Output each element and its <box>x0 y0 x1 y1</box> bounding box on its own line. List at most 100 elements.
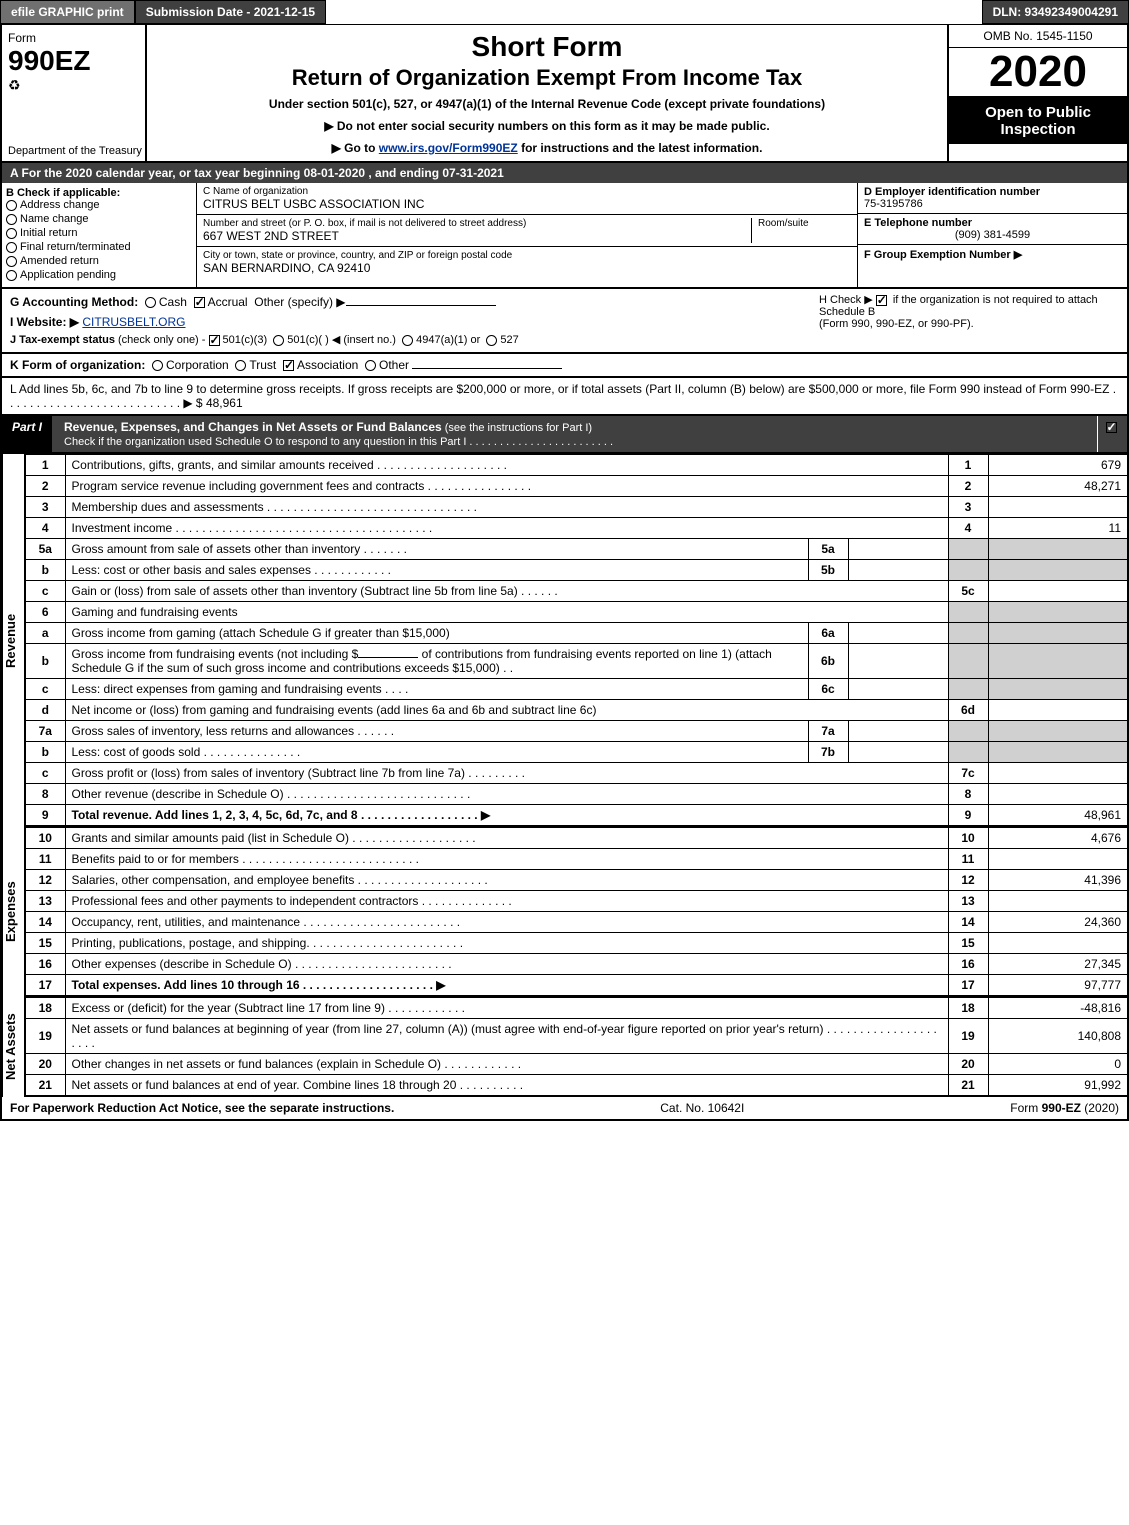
expenses-table: 10Grants and similar amounts paid (list … <box>24 827 1129 997</box>
check-initial-return[interactable]: Initial return <box>6 227 192 239</box>
revenue-table: 1Contributions, gifts, grants, and simil… <box>24 454 1129 827</box>
line-1: 1Contributions, gifts, grants, and simil… <box>25 455 1128 476</box>
row-k: K Form of organization: Corporation Trus… <box>0 354 1129 378</box>
form-word: Form <box>8 31 139 45</box>
h-text1: H Check ▶ <box>819 294 873 306</box>
revenue-side-label: Revenue <box>2 454 22 827</box>
form-number: 990EZ <box>8 45 139 77</box>
line-14: 14Occupancy, rent, utilities, and mainte… <box>25 912 1128 933</box>
g-label: G Accounting Method: <box>10 295 138 309</box>
top-bar: efile GRAPHIC print Submission Date - 20… <box>0 0 1129 25</box>
efile-print-button[interactable]: efile GRAPHIC print <box>0 0 135 24</box>
g-cash: Cash <box>159 295 187 309</box>
check-address-change[interactable]: Address change <box>6 199 192 211</box>
box-d: D Employer identification number 75-3195… <box>858 183 1127 214</box>
submission-date-button[interactable]: Submission Date - 2021-12-15 <box>135 0 326 24</box>
box-b-title: B Check if applicable: <box>6 187 192 199</box>
l-text: L Add lines 5b, 6c, and 7b to line 9 to … <box>10 382 1109 396</box>
box-def: D Employer identification number 75-3195… <box>857 183 1127 287</box>
row-gh: G Accounting Method: Cash Accrual Other … <box>0 289 1129 354</box>
footer-cat-no: Cat. No. 10642I <box>660 1101 744 1115</box>
k-corp-radio[interactable] <box>152 360 163 371</box>
address-cell: Number and street (or P. O. box, if mail… <box>197 215 857 247</box>
line-2: 2Program service revenue including gover… <box>25 476 1128 497</box>
line-11: 11Benefits paid to or for members . . . … <box>25 849 1128 870</box>
k-trust-radio[interactable] <box>235 360 246 371</box>
line-6a: aGross income from gaming (attach Schedu… <box>25 623 1128 644</box>
box-f: F Group Exemption Number ▶ <box>858 245 1127 264</box>
subtitle: Under section 501(c), 527, or 4947(a)(1)… <box>155 97 939 111</box>
phone-label: E Telephone number <box>864 217 1121 229</box>
tax-year: 2020 <box>949 48 1127 98</box>
notice-link-line: ▶ Go to www.irs.gov/Form990EZ for instru… <box>155 141 939 155</box>
tax-period-bar: A For the 2020 calendar year, or tax yea… <box>0 163 1129 183</box>
line-3: 3Membership dues and assessments . . . .… <box>25 497 1128 518</box>
line-12: 12Salaries, other compensation, and empl… <box>25 870 1128 891</box>
k-other-radio[interactable] <box>365 360 376 371</box>
org-name-cell: C Name of organization CITRUS BELT USBC … <box>197 183 857 215</box>
line-6c: cLess: direct expenses from gaming and f… <box>25 679 1128 700</box>
line-21: 21Net assets or fund balances at end of … <box>25 1075 1128 1097</box>
part-i-bar: Part I Revenue, Expenses, and Changes in… <box>0 416 1129 454</box>
city-cell: City or town, state or province, country… <box>197 247 857 278</box>
j-527-radio[interactable] <box>486 335 497 346</box>
i-label: I Website: ▶ <box>10 315 79 329</box>
form-header: Form 990EZ ♻ Department of the Treasury … <box>0 25 1129 163</box>
check-name-change[interactable]: Name change <box>6 213 192 225</box>
check-final-return[interactable]: Final return/terminated <box>6 241 192 253</box>
revenue-section: Revenue 1Contributions, gifts, grants, a… <box>0 454 1129 827</box>
box-c: C Name of organization CITRUS BELT USBC … <box>197 183 857 287</box>
open-to-public: Open to Public Inspection <box>949 98 1127 144</box>
phone-value: (909) 381-4599 <box>864 229 1121 241</box>
page-footer: For Paperwork Reduction Act Notice, see … <box>0 1097 1129 1121</box>
j-501c-radio[interactable] <box>273 335 284 346</box>
org-name-label: C Name of organization <box>203 186 851 197</box>
recycle-icon: ♻ <box>8 77 139 94</box>
line-8: 8Other revenue (describe in Schedule O) … <box>25 784 1128 805</box>
line-7c: cGross profit or (loss) from sales of in… <box>25 763 1128 784</box>
expenses-side-label: Expenses <box>2 827 22 997</box>
header-right: OMB No. 1545-1150 2020 Open to Public In… <box>947 25 1127 161</box>
department-label: Department of the Treasury <box>8 145 142 157</box>
j-501c3-check[interactable] <box>209 335 220 346</box>
line-6b-amount-input[interactable] <box>358 657 418 658</box>
g-other-input[interactable] <box>346 305 496 306</box>
footer-form-ref: Form 990-EZ (2020) <box>1010 1101 1119 1115</box>
line-6d: dNet income or (loss) from gaming and fu… <box>25 700 1128 721</box>
part-i-schedule-o-check[interactable] <box>1097 416 1127 452</box>
row-l: L Add lines 5b, 6c, and 7b to line 9 to … <box>0 378 1129 416</box>
k-assoc-check[interactable] <box>283 360 294 371</box>
website-link[interactable]: CITRUSBELT.ORG <box>82 315 185 329</box>
check-amended-return[interactable]: Amended return <box>6 255 192 267</box>
line-7b: bLess: cost of goods sold . . . . . . . … <box>25 742 1128 763</box>
h-check[interactable] <box>876 295 887 306</box>
org-name-value: CITRUS BELT USBC ASSOCIATION INC <box>203 197 851 211</box>
line-18: 18Excess or (deficit) for the year (Subt… <box>25 998 1128 1019</box>
irs-link[interactable]: www.irs.gov/Form990EZ <box>379 141 518 155</box>
city-value: SAN BERNARDINO, CA 92410 <box>203 261 512 275</box>
line-13: 13Professional fees and other payments t… <box>25 891 1128 912</box>
g-cash-radio[interactable] <box>145 297 156 308</box>
j-4947-radio[interactable] <box>402 335 413 346</box>
net-assets-table: 18Excess or (deficit) for the year (Subt… <box>24 997 1129 1097</box>
line-10: 10Grants and similar amounts paid (list … <box>25 828 1128 849</box>
return-title: Return of Organization Exempt From Incom… <box>155 65 939 91</box>
entity-block: B Check if applicable: Address change Na… <box>0 183 1129 289</box>
goto-suffix: for instructions and the latest informat… <box>518 141 763 155</box>
check-application-pending[interactable]: Application pending <box>6 269 192 281</box>
address-label: Number and street (or P. O. box, if mail… <box>203 218 751 229</box>
goto-prefix: ▶ Go to <box>332 141 379 155</box>
line-15: 15Printing, publications, postage, and s… <box>25 933 1128 954</box>
line-5c: cGain or (loss) from sale of assets othe… <box>25 581 1128 602</box>
address-value: 667 WEST 2ND STREET <box>203 229 751 243</box>
box-b: B Check if applicable: Address change Na… <box>2 183 197 287</box>
k-other-input[interactable] <box>412 368 562 369</box>
net-assets-section: Net Assets 18Excess or (deficit) for the… <box>0 997 1129 1097</box>
net-assets-side-label: Net Assets <box>2 997 22 1097</box>
ein-label: D Employer identification number <box>864 186 1121 198</box>
header-left: Form 990EZ ♻ Department of the Treasury <box>2 25 147 161</box>
footer-paperwork: For Paperwork Reduction Act Notice, see … <box>10 1101 394 1115</box>
line-6: 6Gaming and fundraising events <box>25 602 1128 623</box>
line-5a: 5aGross amount from sale of assets other… <box>25 539 1128 560</box>
g-accrual-check[interactable] <box>194 297 205 308</box>
